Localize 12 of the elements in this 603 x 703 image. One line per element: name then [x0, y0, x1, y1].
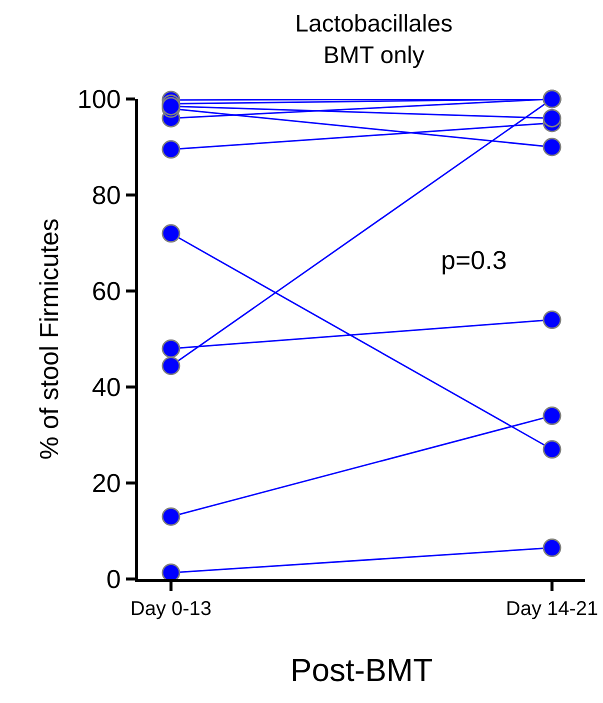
- y-axis-title: % of stool Firmicutes: [34, 218, 64, 460]
- x-tick-label: Day 14-21: [506, 598, 598, 620]
- y-tick-label: 20: [92, 468, 121, 498]
- y-tick-label: 0: [106, 564, 121, 594]
- y-tick-label: 60: [92, 276, 121, 306]
- chart-title: Lactobacillales BMT only: [295, 10, 453, 69]
- x-axis-title: Post-BMT: [290, 652, 433, 688]
- annotation: p=0.3: [441, 245, 507, 275]
- y-tick-label: 100: [77, 84, 121, 114]
- y-tick-label: 80: [92, 180, 121, 210]
- x-tick-label: Day 0-13: [130, 598, 212, 620]
- y-tick-label: 40: [92, 372, 121, 402]
